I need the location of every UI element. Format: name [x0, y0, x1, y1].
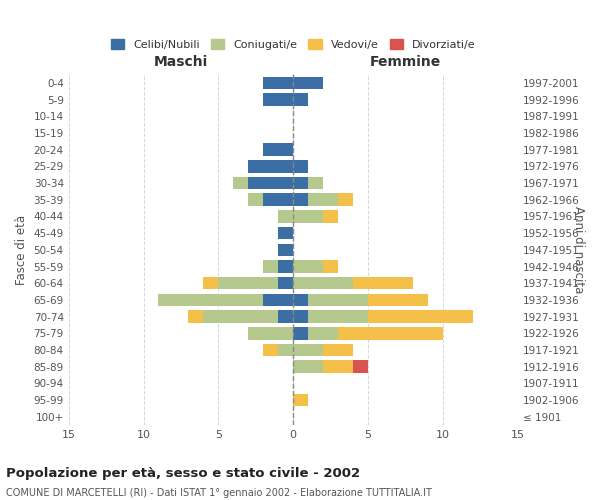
Y-axis label: Anni di nascita: Anni di nascita — [572, 206, 585, 294]
Bar — [368, 294, 428, 306]
Bar — [263, 194, 293, 206]
Text: Maschi: Maschi — [154, 56, 208, 70]
Bar — [293, 177, 308, 190]
Bar — [293, 194, 308, 206]
Bar — [368, 310, 473, 323]
Bar — [293, 277, 353, 289]
Bar — [353, 360, 368, 373]
Text: Popolazione per età, sesso e stato civile - 2002: Popolazione per età, sesso e stato civil… — [6, 468, 360, 480]
Bar — [248, 160, 293, 172]
Bar — [338, 194, 353, 206]
Bar — [263, 144, 293, 156]
Bar — [233, 177, 248, 190]
Bar — [278, 277, 293, 289]
Bar — [218, 277, 278, 289]
Bar — [308, 177, 323, 190]
Bar — [278, 260, 293, 273]
Bar — [308, 294, 368, 306]
Text: COMUNE DI MARCETELLI (RI) - Dati ISTAT 1° gennaio 2002 - Elaborazione TUTTITALIA: COMUNE DI MARCETELLI (RI) - Dati ISTAT 1… — [6, 488, 432, 498]
Bar — [263, 260, 278, 273]
Bar — [263, 344, 278, 356]
Bar — [203, 277, 218, 289]
Bar — [338, 327, 443, 340]
Bar — [293, 94, 308, 106]
Bar — [353, 277, 413, 289]
Bar — [293, 210, 323, 222]
Bar — [293, 260, 323, 273]
Bar — [263, 94, 293, 106]
Bar — [293, 310, 308, 323]
Bar — [293, 294, 308, 306]
Bar — [308, 194, 338, 206]
Bar — [278, 244, 293, 256]
Bar — [293, 327, 308, 340]
Bar — [278, 310, 293, 323]
Bar — [263, 294, 293, 306]
Bar — [293, 394, 308, 406]
Bar — [188, 310, 203, 323]
Bar — [278, 344, 293, 356]
Bar — [158, 294, 263, 306]
Bar — [323, 360, 353, 373]
Bar — [323, 210, 338, 222]
Bar — [248, 327, 293, 340]
Bar — [278, 210, 293, 222]
Bar — [248, 177, 293, 190]
Bar — [323, 260, 338, 273]
Bar — [323, 344, 353, 356]
Bar — [308, 327, 338, 340]
Bar — [293, 344, 323, 356]
Y-axis label: Fasce di età: Fasce di età — [15, 215, 28, 285]
Bar — [293, 360, 323, 373]
Bar — [203, 310, 278, 323]
Bar — [293, 160, 308, 172]
Text: Femmine: Femmine — [370, 56, 441, 70]
Bar — [293, 76, 323, 89]
Bar — [263, 76, 293, 89]
Legend: Celibi/Nubili, Coniugati/e, Vedovi/e, Divorziati/e: Celibi/Nubili, Coniugati/e, Vedovi/e, Di… — [107, 34, 480, 54]
Bar — [248, 194, 263, 206]
Bar — [278, 227, 293, 239]
Bar — [308, 310, 368, 323]
